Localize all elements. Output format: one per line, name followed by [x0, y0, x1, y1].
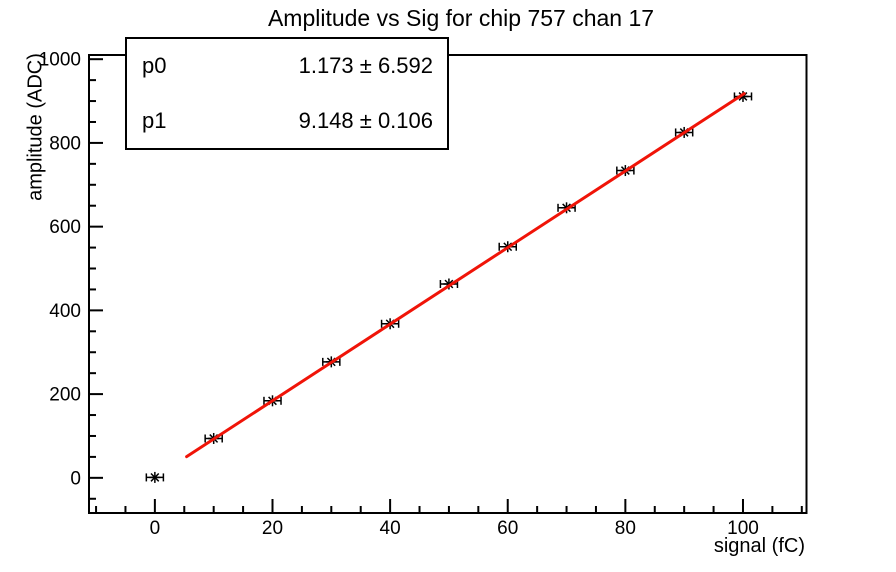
x-tick-label: 40 — [380, 518, 401, 539]
stats-row-p0: p0 1.173 ± 6.592 — [127, 39, 447, 94]
stats-row-p1: p1 9.148 ± 0.106 — [127, 94, 447, 149]
y-tick-label: 400 — [49, 301, 81, 322]
fit-line — [185, 92, 746, 459]
x-tick-label: 60 — [497, 518, 518, 539]
x-tick-label: 20 — [262, 518, 283, 539]
param-name-p0: p0 — [142, 53, 167, 79]
y-tick-label: 600 — [49, 217, 81, 238]
y-tick-label: 0 — [70, 468, 81, 489]
fit-stats-box: p0 1.173 ± 6.592 p1 9.148 ± 0.106 — [125, 37, 449, 150]
param-value-p0: 1.173 ± 6.592 — [298, 53, 433, 79]
x-tick-label: 0 — [150, 518, 161, 539]
param-value-p1: 9.148 ± 0.106 — [298, 107, 433, 133]
chart-title: Amplitude vs Sig for chip 757 chan 17 — [267, 5, 655, 31]
y-tick-label: 800 — [49, 133, 81, 154]
y-tick-label: 200 — [49, 385, 81, 406]
y-axis-title: amplitude (ADC) — [24, 53, 47, 201]
y-tick-label: 1000 — [39, 50, 81, 71]
x-tick-label: 100 — [727, 518, 759, 539]
data-point-marker — [150, 472, 160, 482]
x-axis-title: signal (fC) — [713, 535, 805, 557]
x-tick-label: 80 — [615, 518, 636, 539]
param-name-p1: p1 — [142, 107, 167, 133]
